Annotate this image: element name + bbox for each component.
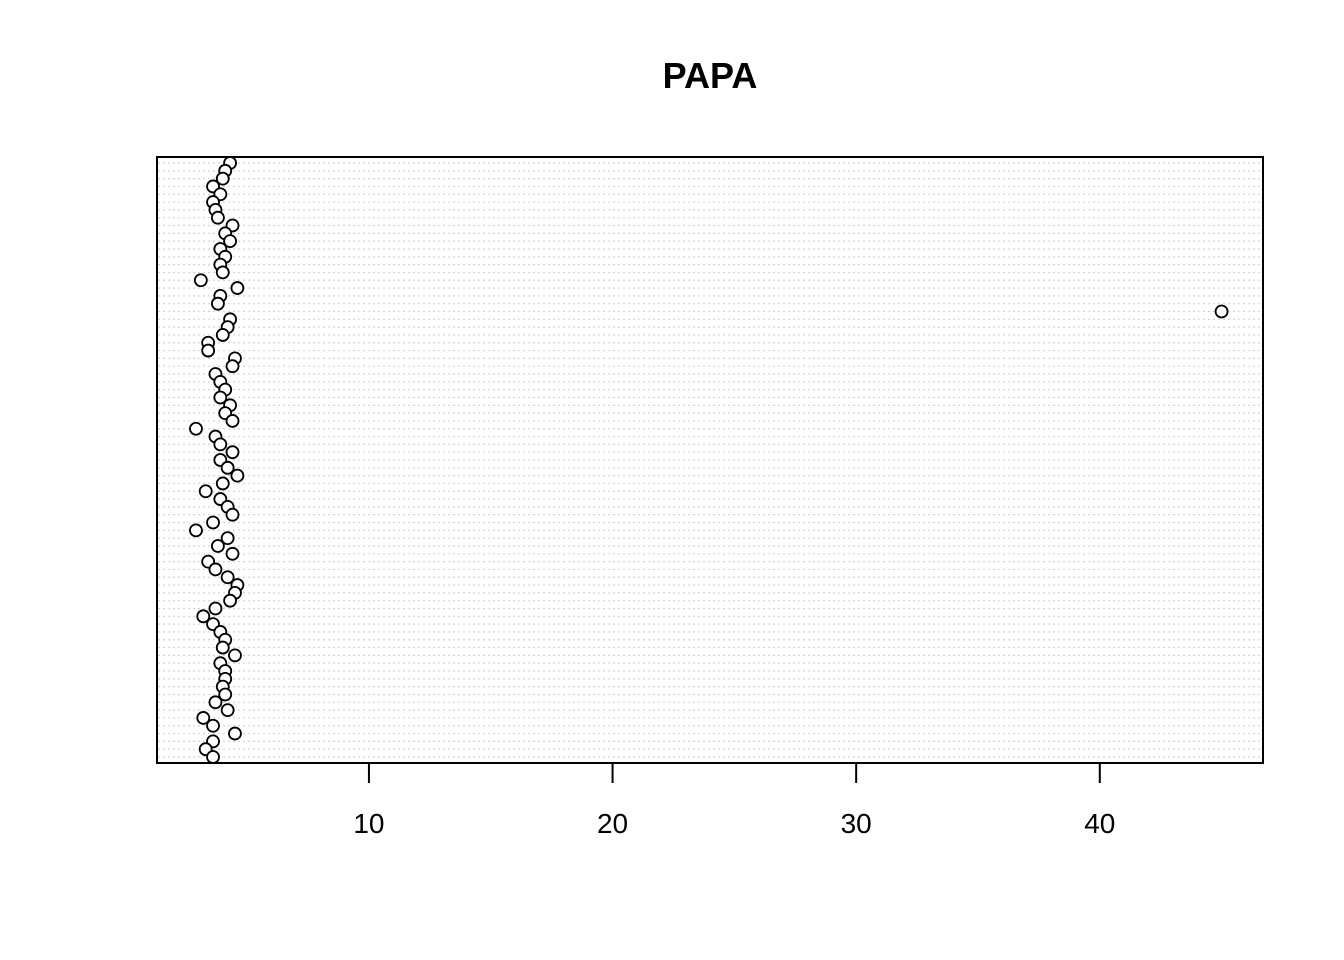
data-point	[223, 593, 237, 608]
data-point	[206, 750, 220, 764]
data-point	[225, 359, 240, 374]
x-tick-label: 10	[353, 808, 384, 839]
data-point	[218, 687, 233, 702]
data-point	[201, 343, 216, 358]
data-point	[225, 546, 240, 561]
data-point	[211, 539, 225, 553]
data-point	[206, 515, 220, 530]
x-tick-label: 30	[841, 808, 872, 839]
data-point	[193, 273, 208, 288]
data-point	[220, 460, 235, 475]
x-tick-label: 20	[597, 808, 628, 839]
data-point	[228, 648, 242, 663]
data-point	[208, 695, 223, 710]
data-point	[196, 711, 211, 725]
data-point	[225, 445, 240, 460]
data-point	[213, 437, 228, 452]
data-point	[215, 171, 230, 186]
data-point	[225, 507, 240, 522]
data-point	[196, 609, 211, 624]
data-point	[215, 328, 230, 342]
data-point	[215, 640, 230, 655]
data-point	[215, 265, 230, 280]
data-point	[208, 601, 223, 616]
data-point	[211, 296, 225, 311]
data-point	[220, 570, 235, 585]
data-point	[1214, 304, 1229, 319]
data-point	[189, 523, 203, 538]
data-point	[208, 562, 223, 577]
data-point	[211, 210, 225, 225]
data-point	[228, 726, 242, 741]
data-point	[230, 281, 245, 295]
data-point	[189, 421, 203, 436]
data-point	[223, 234, 237, 249]
data-point	[230, 468, 245, 483]
data-points	[189, 156, 1229, 764]
data-point	[206, 718, 220, 733]
data-point	[198, 484, 213, 499]
data-point	[215, 476, 230, 491]
chart-title: PAPA	[662, 55, 758, 96]
data-point	[220, 703, 235, 718]
data-point	[220, 531, 235, 546]
x-axis-ticks: 10 20 30 40	[353, 763, 1115, 839]
data-point	[213, 390, 228, 405]
grid-lines	[158, 162, 1262, 758]
data-point	[225, 414, 240, 428]
x-tick-label: 40	[1084, 808, 1115, 839]
